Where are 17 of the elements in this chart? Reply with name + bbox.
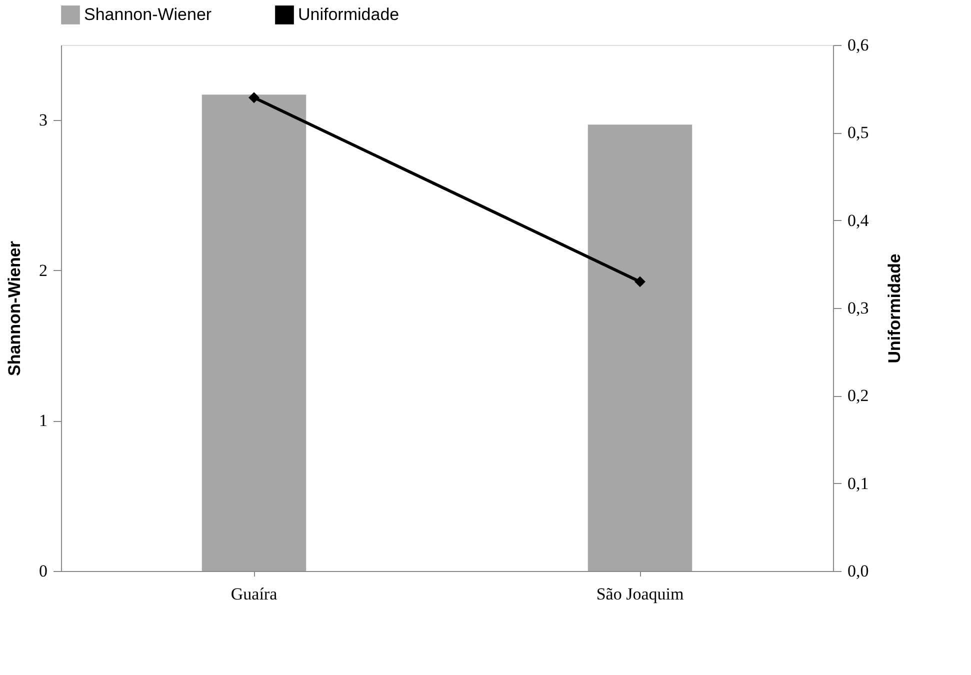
legend-label: Uniformidade	[298, 4, 400, 24]
y2-axis-title: Uniformidade	[884, 254, 904, 364]
y2-tick-label: 0,1	[848, 474, 869, 493]
x-tick-label: Guaíra	[230, 584, 278, 604]
legend-label: Shannon-Wiener	[84, 4, 212, 24]
x-tick-label: São Joaquim	[596, 584, 684, 604]
y2-tick-label: 0,5	[848, 123, 869, 142]
y-tick-label: 2	[39, 260, 48, 280]
y-tick-label: 1	[39, 411, 48, 430]
y-axis-title: Shannon-Wiener	[5, 240, 24, 376]
y2-tick-label: 0,0	[848, 562, 869, 580]
y-tick-label: 0	[39, 562, 48, 580]
y-tick-label: 3	[39, 110, 48, 130]
y2-tick-label: 0,3	[848, 298, 869, 318]
y2-tick-label: 0,4	[848, 210, 870, 230]
y2-tick-label: 0,2	[848, 386, 869, 406]
y2-tick-label: 0,6	[848, 36, 869, 54]
